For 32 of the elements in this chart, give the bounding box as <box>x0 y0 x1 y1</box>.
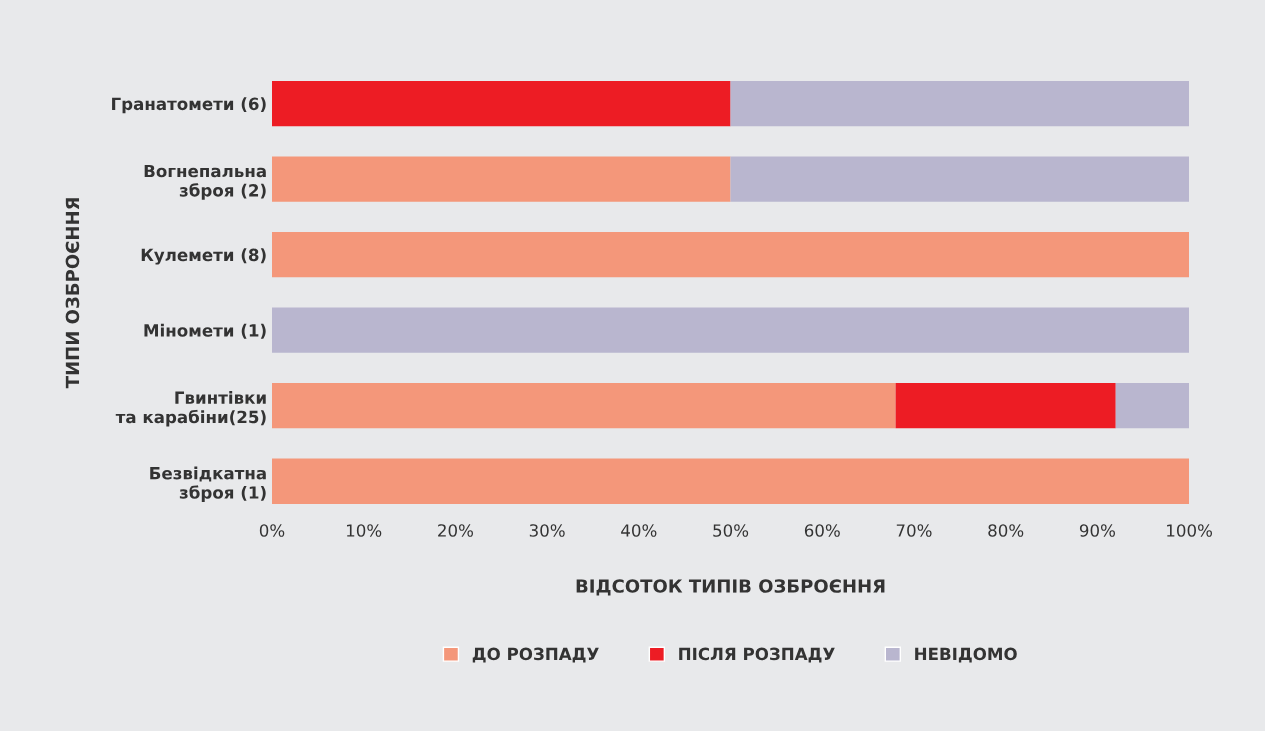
bar <box>271 307 1190 353</box>
bar <box>1115 383 1190 429</box>
x-tick-label: 0% <box>259 524 285 537</box>
y-tick-label: Кулемети (8) <box>141 248 266 265</box>
bar <box>271 458 1190 504</box>
y-axis-title: ТИПИ ОЗБРОЄННЯ <box>65 198 80 389</box>
bar <box>271 80 731 127</box>
x-tick-label: 90% <box>1079 524 1115 537</box>
x-tick-label: 100% <box>1167 524 1212 537</box>
y-tick-label: Міномети (1) <box>144 323 266 339</box>
bar <box>271 231 1190 278</box>
x-tick-label: 10% <box>347 524 382 537</box>
bar <box>271 383 896 429</box>
x-tick-label: 70% <box>896 524 932 537</box>
x-tick-label: 20% <box>438 524 473 537</box>
y-tick-label: Гвинтівки та карабіни(25) <box>115 391 266 427</box>
y-tick-label: Вогнепальна зброя (2) <box>144 164 266 200</box>
legend-label: ПІСЛЯ РОЗПАДУ <box>679 647 835 663</box>
bar <box>271 156 731 202</box>
x-tick-label: 30% <box>529 524 565 537</box>
y-tick-label: Гранатомети (6) <box>112 97 266 114</box>
x-tick-label: 80% <box>988 524 1024 537</box>
legend-label: НЕВІДОМО <box>915 647 1017 663</box>
y-tick-label: Безвідкатна зброя (1) <box>150 466 266 503</box>
x-tick-label: 60% <box>804 524 840 537</box>
bar <box>730 80 1190 127</box>
bar <box>895 383 1116 429</box>
x-tick-label: 40% <box>621 524 657 537</box>
bar <box>730 156 1190 202</box>
x-tick-label: 50% <box>713 524 749 537</box>
legend-label: ДО РОЗПАДУ <box>472 647 599 663</box>
x-axis-title: ВІДСОТОК ТИПІВ ОЗБРОЄННЯ <box>576 579 885 596</box>
